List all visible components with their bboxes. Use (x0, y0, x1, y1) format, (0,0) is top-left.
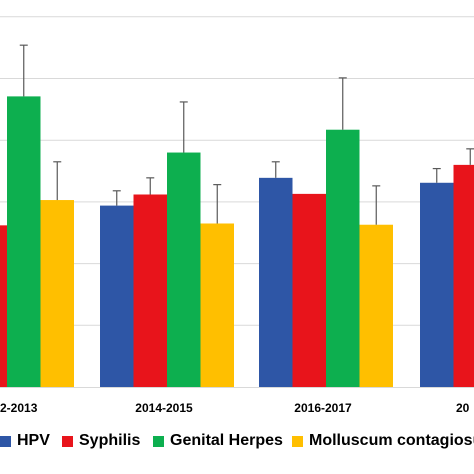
legend-swatch-hpv (0, 435, 11, 447)
x-tick-label-2012-2013: 2-2013 (0, 401, 38, 415)
x-tick-label-2018-2019: 20 (456, 401, 470, 415)
bar-syphilis-2016-2017 (292, 193, 326, 387)
legend-item-syphilis: Syphilis (62, 428, 140, 454)
bar-genital-herpes-2014-2015 (167, 152, 201, 387)
legend-swatch-molluscum (292, 435, 303, 447)
x-tick-label-2014-2015: 2014-2015 (135, 401, 193, 415)
error-bars (19, 44, 474, 225)
legend-label-genital-herpes: Genital Herpes (170, 432, 283, 449)
bar-syphilis-2018-2019 (453, 164, 474, 387)
x-tick-label-2016-2017: 2016-2017 (294, 401, 352, 415)
bar-molluscum-contagiosum-2012-2013 (40, 200, 74, 387)
bar-hpv-2016-2017 (259, 177, 293, 387)
legend-item-hpv: HPV (0, 428, 50, 454)
legend: HPV Syphilis Genital Herpes Molluscum co… (0, 428, 474, 454)
bar-hpv-2018-2019 (420, 182, 454, 387)
bar-molluscum-contagiosum-2016-2017 (359, 224, 393, 387)
gridlines (0, 16, 474, 326)
legend-label-hpv: HPV (17, 432, 50, 449)
bar-syphilis-2014-2015 (133, 194, 167, 387)
legend-swatch-genital-herpes (153, 435, 164, 447)
bar-genital-herpes-2016-2017 (326, 129, 360, 387)
bar-genital-herpes-2012-2013 (7, 96, 41, 387)
legend-swatch-syphilis (62, 435, 73, 447)
legend-item-molluscum: Molluscum contagiosum (292, 428, 474, 454)
legend-label-molluscum: Molluscum contagiosum (309, 432, 474, 449)
legend-label-syphilis: Syphilis (79, 432, 141, 449)
bars (0, 96, 474, 387)
bar-hpv-2014-2015 (100, 205, 134, 387)
legend-item-genital-herpes: Genital Herpes (153, 428, 283, 454)
bar-syphilis-2012-2013 (0, 225, 7, 387)
bar-molluscum-contagiosum-2014-2015 (200, 223, 234, 387)
x-tick-labels: 2-2013 2014-2015 2016-2017 20 (0, 401, 470, 415)
